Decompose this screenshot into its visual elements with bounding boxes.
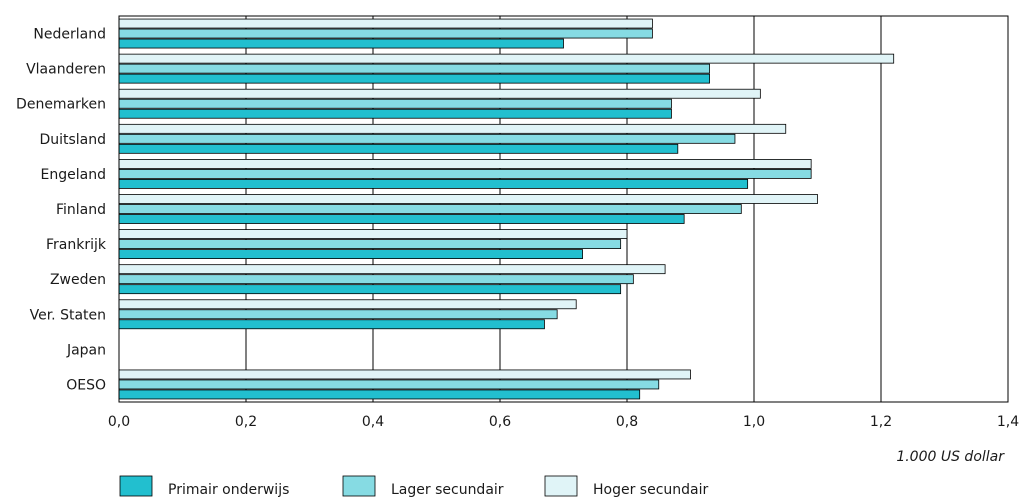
bar [118, 214, 685, 224]
x-tick-label: 0,2 [235, 414, 257, 430]
legend-label: Lager secundair [391, 482, 504, 498]
category-label: Ver. Staten [30, 307, 106, 323]
x-tick-label: 0,8 [616, 414, 638, 430]
bars [118, 18, 895, 400]
bar [118, 123, 787, 134]
bar [118, 229, 628, 239]
bar [118, 249, 583, 259]
bar [118, 143, 679, 154]
category-label: Japan [66, 342, 106, 358]
x-tick-label: 1,0 [743, 414, 765, 430]
bar [118, 264, 666, 275]
x-tick-label: 0,0 [108, 414, 130, 430]
bar [118, 379, 660, 390]
legend-swatch [119, 475, 153, 497]
bar [118, 309, 558, 320]
x-unit-label: 1.000 US dollar [896, 449, 1005, 465]
category-label: Nederland [33, 27, 106, 43]
legend-swatch [544, 475, 578, 497]
plot-frame [118, 15, 1009, 403]
category-label: Duitsland [39, 132, 106, 148]
legend: Primair onderwijs Lager secundair Hoger se… [119, 475, 709, 498]
bar [118, 53, 895, 64]
x-tick-label: 1,4 [997, 414, 1019, 430]
bar [118, 274, 634, 285]
bar [118, 63, 710, 74]
bar [118, 194, 818, 204]
bar [118, 18, 653, 29]
bar [118, 73, 710, 84]
legend-label: Primair onderwijs [168, 482, 289, 498]
bar [118, 133, 736, 144]
category-label: Finland [56, 202, 106, 218]
bar [118, 98, 672, 109]
bar [118, 88, 761, 99]
bar [118, 179, 749, 189]
category-label: Zweden [50, 272, 106, 288]
bar [118, 169, 812, 179]
bar [118, 369, 691, 380]
category-label: Engeland [41, 167, 106, 183]
legend-label: Hoger secundair [593, 482, 709, 498]
bar [118, 284, 622, 295]
category-labels: Nederland Vlaanderen Denemarken Duitsland En… [16, 27, 107, 394]
bar [118, 108, 672, 119]
category-label: Frankrijk [46, 237, 107, 253]
bar [118, 204, 742, 214]
bar [118, 389, 641, 400]
bar [118, 319, 545, 330]
category-label: Denemarken [16, 97, 106, 113]
x-tick-label: 0,6 [489, 414, 511, 430]
bar [118, 239, 622, 249]
x-tick-label: 0,4 [362, 414, 384, 430]
tick-labels: 0,0 0,2 0,4 0,6 0,8 1,0 1,2 1,4 [108, 414, 1019, 430]
bar [118, 159, 812, 169]
bar [118, 299, 577, 310]
bar [118, 38, 564, 49]
bar [118, 28, 653, 39]
category-label: Vlaanderen [26, 62, 106, 78]
category-label: OESO [66, 377, 106, 393]
legend-swatch [342, 475, 376, 497]
x-tick-label: 1,2 [870, 414, 892, 430]
